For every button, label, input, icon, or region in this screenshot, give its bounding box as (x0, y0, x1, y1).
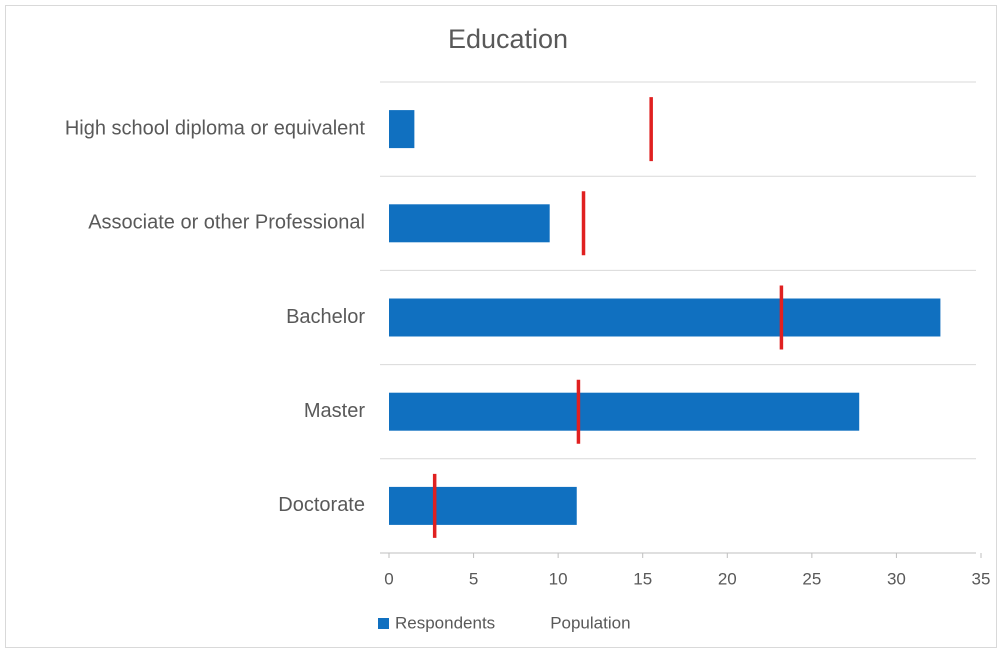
y-tick-label: Master (304, 400, 365, 422)
x-tick-label: 25 (802, 569, 821, 588)
bar (389, 392, 860, 431)
x-tick-label: 20 (718, 569, 737, 588)
x-tick-label: 0 (384, 569, 393, 588)
bar (389, 204, 550, 243)
x-tick-label: 35 (972, 569, 991, 588)
x-tick-label: 5 (469, 569, 478, 588)
bar (389, 298, 941, 337)
x-tick-label: 15 (633, 569, 652, 588)
y-tick-label: High school diploma or equivalent (65, 117, 366, 139)
chart-title: Education (448, 24, 568, 54)
bar (389, 486, 577, 525)
y-tick-label: Doctorate (278, 494, 365, 516)
y-tick-label: Bachelor (286, 306, 365, 328)
x-tick-label: 30 (887, 569, 906, 588)
legend-label: Respondents (395, 613, 495, 632)
y-tick-label: Associate or other Professional (88, 212, 365, 234)
legend-swatch (378, 618, 389, 629)
bar (389, 110, 415, 149)
legend-label: Population (550, 613, 630, 632)
x-tick-label: 10 (549, 569, 568, 588)
